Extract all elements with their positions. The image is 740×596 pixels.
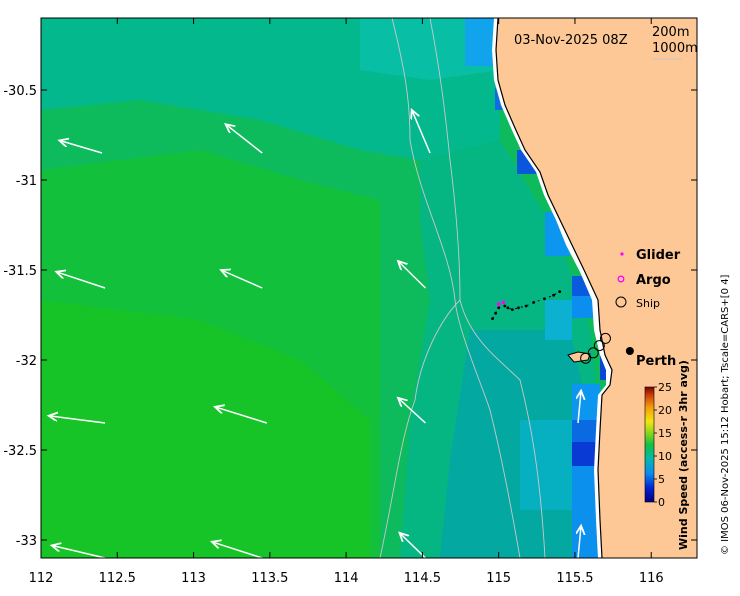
glider-position-marker bbox=[501, 300, 506, 305]
wind-arrow bbox=[59, 140, 103, 154]
glider-track-point bbox=[494, 311, 498, 315]
y-tick-label: -31.5 bbox=[3, 264, 37, 279]
wind-arrow bbox=[52, 545, 106, 558]
wind-arrow bbox=[398, 261, 426, 289]
y-tick-label: -31 bbox=[16, 174, 37, 189]
rottnest-island bbox=[567, 351, 591, 363]
glider-legend-label: Glider bbox=[636, 248, 681, 263]
perth-dot bbox=[625, 347, 634, 355]
wind-arrow bbox=[212, 542, 263, 558]
glider-track-point bbox=[552, 293, 555, 297]
isobath-1000m bbox=[391, 18, 521, 558]
plot-frame bbox=[40, 17, 698, 559]
x-tick-label: 113.5 bbox=[251, 571, 288, 586]
x-tick-label: 115 bbox=[486, 571, 511, 586]
colorbar-gradient bbox=[644, 386, 655, 503]
x-tick-label: 113 bbox=[181, 571, 206, 586]
ship-position-marker bbox=[593, 340, 605, 352]
wind-cell bbox=[572, 384, 600, 420]
ship-legend-label: Ship bbox=[636, 297, 660, 310]
wind-arrow bbox=[221, 270, 263, 289]
x-tick-label: 112 bbox=[29, 571, 54, 586]
colorbar-tick-label: 0 bbox=[658, 496, 665, 509]
ship-position-marker bbox=[587, 347, 599, 359]
glider-track-point bbox=[543, 297, 546, 301]
y-tick-label: -30.5 bbox=[3, 84, 37, 99]
y-axis: -30.5 -31 -31.5 -32 -32.5 -33 bbox=[3, 84, 697, 549]
perth-marker bbox=[625, 347, 634, 355]
wind-cell bbox=[520, 420, 572, 510]
wind-arrow bbox=[56, 272, 106, 289]
wind-arrow bbox=[400, 533, 426, 558]
ship-position-marker bbox=[580, 352, 592, 364]
ship-legend-marker bbox=[615, 296, 627, 308]
map-area bbox=[41, 0, 697, 558]
credit-text: © IMOS 06-Nov-2025 15:12 Hobart; Tscale=… bbox=[720, 274, 731, 555]
glider-track-point bbox=[506, 306, 510, 310]
glider-track-point bbox=[524, 304, 528, 308]
platform-legend: Glider Argo Ship bbox=[615, 248, 681, 310]
ship-position-marker bbox=[599, 332, 611, 344]
x-tick-label: 114 bbox=[334, 571, 359, 586]
colorbar-title: Wind Speed (access-r 3hr avg) bbox=[677, 360, 690, 550]
colorbar-tick-label: 5 bbox=[658, 473, 665, 486]
coastline bbox=[495, 18, 613, 558]
colorbar-tick-label: 10 bbox=[658, 450, 672, 463]
y-tick-label: -32.5 bbox=[3, 444, 37, 459]
glider-position-marker bbox=[496, 302, 501, 307]
wind-cell bbox=[545, 300, 572, 340]
wind-arrow bbox=[46, 0, 80, 9]
x-tick-label: 116 bbox=[639, 571, 664, 586]
colorbar: 0 5 10 15 20 25 Wind Speed (access-r 3hr avg) bbox=[644, 360, 690, 550]
colorbar-tick-label: 15 bbox=[658, 427, 672, 440]
timestamp: 03-Nov-2025 08Z bbox=[514, 33, 628, 48]
x-tick-label: 114.5 bbox=[404, 571, 441, 586]
wind-arrow bbox=[226, 124, 263, 154]
isobath-label-200m: 200m bbox=[652, 25, 689, 40]
city-label-perth: Perth bbox=[636, 354, 676, 369]
x-tick-label: 112.5 bbox=[99, 571, 136, 586]
wind-arrow bbox=[398, 398, 426, 424]
colorbar-tick-label: 20 bbox=[658, 404, 672, 417]
ship-positions bbox=[580, 332, 611, 364]
wind-arrow bbox=[49, 416, 106, 424]
glider-legend-marker bbox=[620, 252, 624, 256]
isobath-spur bbox=[379, 299, 461, 558]
isobath-label-1000m: 1000m bbox=[652, 41, 698, 56]
wind-zone-strongest bbox=[41, 300, 370, 558]
y-tick-label: -33 bbox=[16, 534, 37, 549]
glider-track-point bbox=[511, 308, 514, 311]
coastline-gap bbox=[492, 18, 612, 558]
wind-arrow bbox=[578, 391, 581, 424]
colorbar-ticks: 0 5 10 15 20 25 bbox=[654, 381, 672, 509]
wind-cell bbox=[465, 18, 495, 66]
glider-track-point bbox=[491, 317, 494, 320]
wind-arrow bbox=[412, 110, 431, 154]
glider-track-line bbox=[492, 291, 560, 319]
wind-arrow bbox=[578, 526, 581, 558]
x-tick-label: 115.5 bbox=[556, 571, 593, 586]
x-axis: 112 112.5 113 113.5 114 114.5 115 115.5 116 bbox=[29, 18, 664, 586]
glider-track-point bbox=[532, 301, 536, 304]
y-tick-label: -32 bbox=[16, 354, 37, 369]
wind-arrow bbox=[215, 407, 268, 424]
wind-arrow bbox=[247, 0, 262, 9]
argo-legend-label: Argo bbox=[636, 273, 671, 288]
glider-track-point bbox=[517, 306, 520, 310]
wind-arrows bbox=[46, 0, 581, 558]
glider-track-point bbox=[503, 304, 507, 308]
colorbar-tick-label: 25 bbox=[658, 381, 672, 394]
glider-track-point bbox=[497, 306, 501, 310]
glider-track-point bbox=[558, 290, 562, 293]
argo-legend-marker bbox=[617, 275, 625, 283]
glider-track bbox=[491, 290, 562, 320]
wind-cell bbox=[572, 420, 600, 442]
